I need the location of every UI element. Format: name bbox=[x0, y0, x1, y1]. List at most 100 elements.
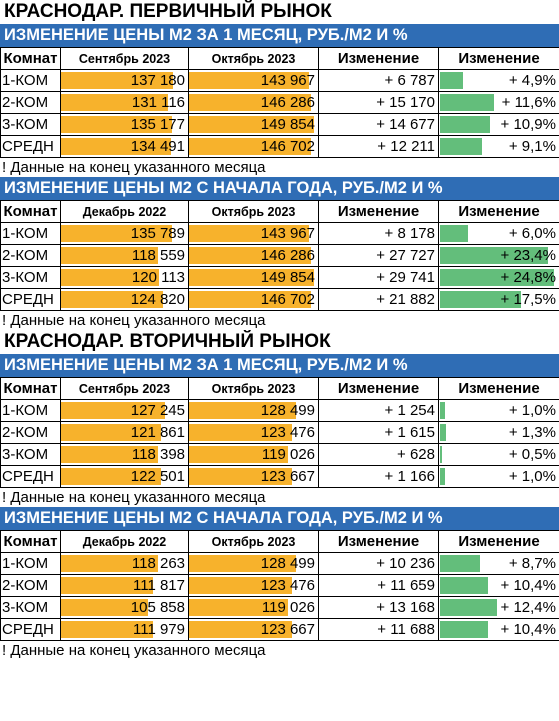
table-row: 2-КОМ 118 559 146 286 + 27 727 + 23,4% bbox=[0, 244, 559, 267]
header-period-1: Декабрь 2022 bbox=[60, 200, 189, 223]
price-fill-bar bbox=[61, 555, 158, 572]
change-abs-cell: + 6 787 bbox=[318, 69, 439, 92]
table-row: 3-КОМ 120 113 149 854 + 29 741 + 24,8% bbox=[0, 266, 559, 289]
header-period-2: Октябрь 2023 bbox=[188, 200, 319, 223]
header-change-abs: Изменение bbox=[318, 377, 439, 400]
price-period-2-cell: 128 499 bbox=[188, 399, 319, 422]
header-rooms: Комнат bbox=[0, 200, 61, 223]
price-period-1-cell: 122 501 bbox=[60, 465, 189, 488]
price-value: 146 702 bbox=[260, 291, 315, 308]
change-abs-cell: + 13 168 bbox=[318, 596, 439, 619]
price-value: 121 861 bbox=[130, 424, 185, 441]
pct-data-bar bbox=[440, 94, 494, 111]
price-fill-bar bbox=[189, 446, 289, 463]
price-fill-bar bbox=[61, 138, 172, 155]
price-period-2-cell: 143 967 bbox=[188, 69, 319, 92]
table-row: 1-КОМ 137 180 143 967 + 6 787 + 4,9% bbox=[0, 69, 559, 92]
price-period-1-cell: 121 861 bbox=[60, 421, 189, 444]
change-abs-cell: + 15 170 bbox=[318, 91, 439, 114]
price-value: 143 967 bbox=[260, 72, 315, 89]
change-pct-cell: + 10,9% bbox=[438, 113, 559, 136]
table-row: 1-КОМ 127 245 128 499 + 1 254 + 1,0% bbox=[0, 399, 559, 422]
price-period-1-cell: 118 263 bbox=[60, 552, 189, 575]
change-abs-cell: + 8 178 bbox=[318, 222, 439, 245]
price-fill-bar bbox=[189, 138, 312, 155]
price-period-1-cell: 135 789 bbox=[60, 222, 189, 245]
pct-data-bar bbox=[440, 446, 443, 463]
change-abs-cell: + 29 741 bbox=[318, 266, 439, 289]
table-row: 3-КОМ 105 858 119 026 + 13 168 + 12,4% bbox=[0, 596, 559, 619]
price-period-2-cell: 143 967 bbox=[188, 222, 319, 245]
price-fill-bar bbox=[61, 577, 153, 594]
table-row: СРЕДН 124 820 146 702 + 21 882 + 17,5% bbox=[0, 288, 559, 311]
price-fill-bar bbox=[61, 424, 161, 441]
table-block: ИЗМЕНЕНИЕ ЦЕНЫ М2 С НАЧАЛА ГОДА, РУБ./М2… bbox=[0, 177, 559, 330]
change-abs-cell: + 11 688 bbox=[318, 618, 439, 641]
table-block: ИЗМЕНЕНИЕ ЦЕНЫ М2 С НАЧАЛА ГОДА, РУБ./М2… bbox=[0, 507, 559, 660]
change-abs-cell: + 21 882 bbox=[318, 288, 439, 311]
price-value: 143 967 bbox=[260, 225, 315, 242]
pct-value: + 1,3% bbox=[508, 424, 556, 441]
price-table: Комнат Сентябрь 2023 Октябрь 2023 Измене… bbox=[0, 47, 559, 158]
pct-value: + 9,1% bbox=[508, 138, 556, 155]
price-period-2-cell: 146 702 bbox=[188, 288, 319, 311]
price-value: 146 286 bbox=[260, 94, 315, 111]
change-abs-cell: + 27 727 bbox=[318, 244, 439, 267]
pct-data-bar bbox=[440, 577, 488, 594]
price-value: 111 979 bbox=[133, 621, 185, 638]
pct-value: + 24,8% bbox=[500, 269, 556, 286]
price-period-1-cell: 118 398 bbox=[60, 443, 189, 466]
price-period-1-cell: 137 180 bbox=[60, 69, 189, 92]
price-fill-bar bbox=[189, 291, 312, 308]
pct-data-bar bbox=[440, 468, 445, 485]
price-period-2-cell: 119 026 bbox=[188, 596, 319, 619]
table-title: ИЗМЕНЕНИЕ ЦЕНЫ М2 ЗА 1 МЕСЯЦ, РУБ./М2 И … bbox=[0, 24, 559, 47]
change-abs-cell: + 12 211 bbox=[318, 135, 439, 158]
change-abs-cell: + 11 659 bbox=[318, 574, 439, 597]
price-value: 119 026 bbox=[261, 446, 315, 463]
pct-value: + 23,4% bbox=[500, 247, 556, 264]
pct-value: + 10,9% bbox=[500, 116, 556, 133]
price-fill-bar bbox=[189, 247, 311, 264]
header-period-1: Сентябрь 2023 bbox=[60, 377, 189, 400]
footnote: ! Данные на конец указанного месяца bbox=[2, 489, 266, 506]
header-change-pct: Изменение bbox=[438, 47, 559, 70]
change-pct-cell: + 24,8% bbox=[438, 266, 559, 289]
price-fill-bar bbox=[189, 468, 292, 485]
price-fill-bar bbox=[189, 225, 309, 242]
price-fill-bar bbox=[189, 424, 292, 441]
change-pct-cell: + 8,7% bbox=[438, 552, 559, 575]
price-fill-bar bbox=[61, 247, 159, 264]
price-value: 137 180 bbox=[130, 72, 185, 89]
price-table: Комнат Декабрь 2022 Октябрь 2023 Изменен… bbox=[0, 530, 559, 641]
header-change-pct: Изменение bbox=[438, 530, 559, 553]
table-title: ИЗМЕНЕНИЕ ЦЕНЫ М2 С НАЧАЛА ГОДА, РУБ./М2… bbox=[0, 177, 559, 200]
price-fill-bar bbox=[189, 555, 296, 572]
price-period-2-cell: 128 499 bbox=[188, 552, 319, 575]
price-fill-bar bbox=[189, 269, 314, 286]
table-title: ИЗМЕНЕНИЕ ЦЕНЫ М2 ЗА 1 МЕСЯЦ, РУБ./М2 И … bbox=[0, 354, 559, 377]
price-table: Комнат Декабрь 2022 Октябрь 2023 Изменен… bbox=[0, 200, 559, 311]
header-row: Комнат Декабрь 2022 Октябрь 2023 Изменен… bbox=[0, 200, 559, 223]
price-value: 124 820 bbox=[130, 291, 185, 308]
change-abs-cell: + 14 677 bbox=[318, 113, 439, 136]
pct-data-bar bbox=[440, 424, 446, 441]
change-pct-cell: + 4,9% bbox=[438, 69, 559, 92]
price-period-2-cell: 146 286 bbox=[188, 91, 319, 114]
table-title: ИЗМЕНЕНИЕ ЦЕНЫ М2 С НАЧАЛА ГОДА, РУБ./М2… bbox=[0, 507, 559, 530]
price-fill-bar bbox=[189, 577, 292, 594]
room-type-cell: СРЕДН bbox=[0, 618, 61, 641]
table-row: 2-КОМ 121 861 123 476 + 1 615 + 1,3% bbox=[0, 421, 559, 444]
change-pct-cell: + 23,4% bbox=[438, 244, 559, 267]
price-fill-bar bbox=[61, 621, 153, 638]
table-row: 1-КОМ 135 789 143 967 + 8 178 + 6,0% bbox=[0, 222, 559, 245]
price-fill-bar bbox=[189, 72, 309, 89]
price-period-1-cell: 111 979 bbox=[60, 618, 189, 641]
price-period-2-cell: 123 476 bbox=[188, 421, 319, 444]
price-value: 134 491 bbox=[130, 138, 185, 155]
price-period-1-cell: 135 177 bbox=[60, 113, 189, 136]
price-period-1-cell: 131 116 bbox=[60, 91, 189, 114]
price-period-1-cell: 105 858 bbox=[60, 596, 189, 619]
price-value: 118 559 bbox=[131, 247, 185, 264]
